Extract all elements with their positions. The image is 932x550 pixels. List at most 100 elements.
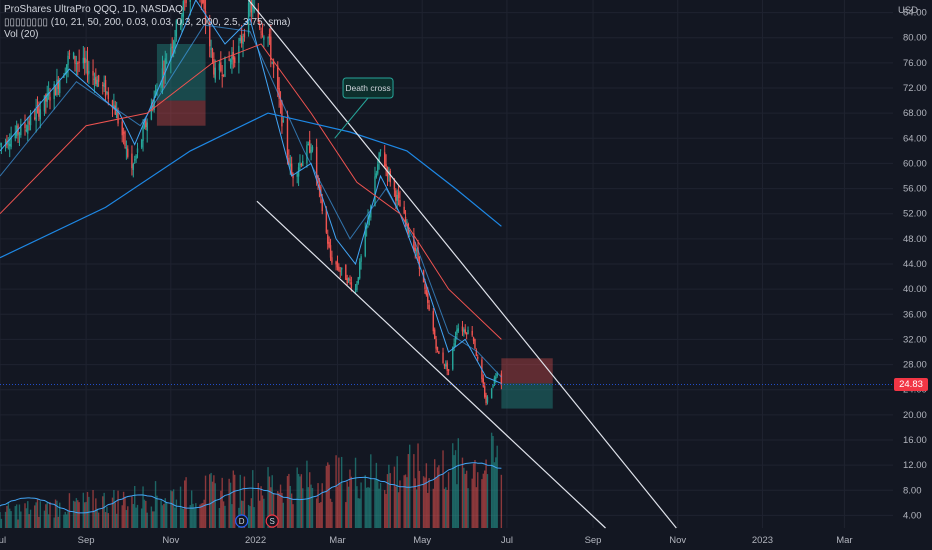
volume-bar xyxy=(140,508,143,528)
candle-body xyxy=(377,164,379,174)
volume-bar xyxy=(325,465,328,528)
candle-body xyxy=(338,266,340,271)
volume-bar xyxy=(463,467,465,528)
candle-body xyxy=(28,121,30,125)
candle-body xyxy=(174,37,176,47)
volume-bar xyxy=(7,502,10,528)
volume-bar xyxy=(389,473,391,528)
candle-body xyxy=(182,1,185,17)
volume-bar xyxy=(443,488,446,528)
candle-body xyxy=(213,59,215,75)
candle-body xyxy=(240,36,243,43)
candle-body xyxy=(281,101,283,127)
candle-body xyxy=(417,247,419,259)
candle-body xyxy=(474,339,476,349)
volume-bar xyxy=(414,478,416,528)
volume-bar xyxy=(329,498,332,528)
volume-bar xyxy=(378,488,380,528)
volume-bar xyxy=(471,478,473,528)
volume-bar xyxy=(104,512,107,528)
x-tick-label: Jul xyxy=(501,535,513,546)
candle-body xyxy=(483,386,486,397)
ma-line-50 xyxy=(0,43,502,340)
volume-bar xyxy=(195,503,197,528)
candle-body xyxy=(106,92,108,94)
candle-body xyxy=(288,157,290,164)
volume-bar xyxy=(210,472,212,528)
candle-body xyxy=(54,87,57,96)
candle-body xyxy=(300,163,303,166)
volume-bar xyxy=(211,481,214,528)
volume-bar xyxy=(229,482,232,528)
volume-bar xyxy=(282,502,285,528)
candle-body xyxy=(267,37,269,39)
candle-body xyxy=(84,57,86,64)
zone-long-stop xyxy=(156,100,206,126)
volume-bar xyxy=(481,479,483,528)
candle-body xyxy=(277,65,279,89)
volume-bar xyxy=(54,499,57,528)
candle-body xyxy=(350,282,353,288)
candle-body xyxy=(14,132,16,139)
legend-volume: Vol (20) xyxy=(4,29,39,40)
y-tick-label: 12.00 xyxy=(903,460,927,471)
y-tick-label: 76.00 xyxy=(903,58,927,69)
volume-bar xyxy=(82,492,85,528)
x-tick-label: Jul xyxy=(0,535,6,546)
volume-bar xyxy=(360,482,362,528)
candle-body xyxy=(46,93,48,102)
volume-bar xyxy=(59,502,61,528)
y-tick-label: 32.00 xyxy=(903,334,927,345)
volume-bar xyxy=(131,496,133,528)
candle-body xyxy=(282,120,285,123)
volume-bar xyxy=(38,516,40,528)
trendline-lower-channel xyxy=(256,200,606,529)
ma-line-10 xyxy=(0,0,502,384)
candle-body xyxy=(24,123,26,129)
volume-bar xyxy=(277,491,279,528)
volume-bar xyxy=(486,474,489,528)
volume-bar xyxy=(117,490,119,528)
volume-bar xyxy=(296,467,298,528)
volume-bar xyxy=(53,517,55,528)
candle-body xyxy=(68,53,71,55)
volume-bar xyxy=(331,501,333,528)
volume-bar xyxy=(465,470,468,528)
volume-bar xyxy=(279,484,282,528)
volume-bar xyxy=(150,506,153,528)
volume-bar xyxy=(336,486,339,528)
volume-bar xyxy=(170,490,172,528)
candle-body xyxy=(122,132,125,134)
volume-bar xyxy=(260,486,262,528)
candle-body xyxy=(286,117,289,155)
volume-bar xyxy=(454,450,457,528)
candle-body xyxy=(340,267,343,270)
candle-body xyxy=(375,173,378,178)
candle-body xyxy=(475,349,478,356)
candle-body xyxy=(229,59,232,63)
y-tick-label: 68.00 xyxy=(903,108,927,119)
candle-body xyxy=(224,56,226,77)
volume-bar xyxy=(163,503,165,528)
volume-bar xyxy=(189,505,191,528)
annotation-box xyxy=(342,77,394,99)
volume-bar xyxy=(297,473,300,528)
candle-body xyxy=(202,0,204,3)
volume-bar xyxy=(253,507,255,528)
volume-bar xyxy=(493,462,496,528)
volume-bar xyxy=(27,501,29,528)
volume-bar xyxy=(338,457,340,528)
volume-bar xyxy=(320,502,322,528)
volume-bar xyxy=(345,502,347,528)
volume-bar xyxy=(68,493,71,528)
volume-bar xyxy=(84,502,86,528)
candle-body xyxy=(29,115,32,126)
volume-bar xyxy=(174,507,176,528)
volume-bar xyxy=(234,474,236,528)
legend-title: ProShares UltraPro QQQ, 1D, NASDAQ xyxy=(4,4,183,15)
volume-bar xyxy=(77,500,79,528)
candle-body xyxy=(35,109,37,121)
volume-bar xyxy=(156,495,158,528)
candle-body xyxy=(132,164,135,170)
